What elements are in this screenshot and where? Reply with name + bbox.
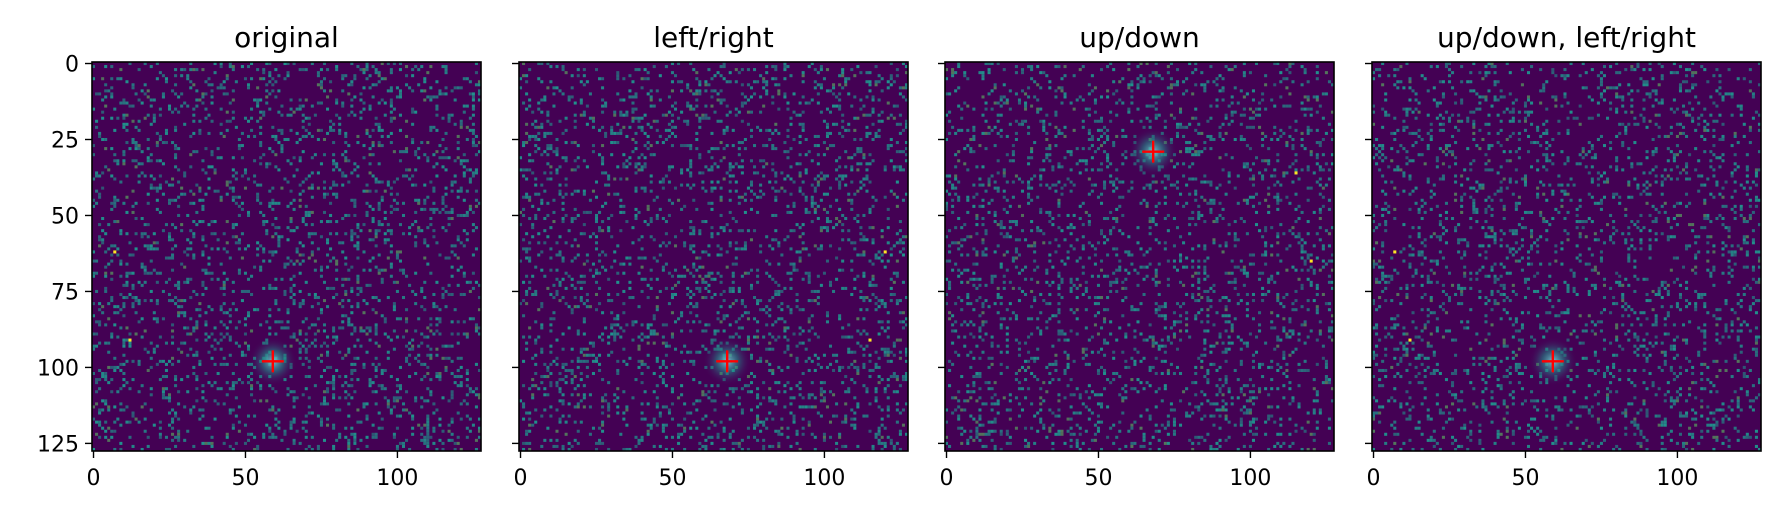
panel-4: up/down, left/right 0 50 100: [1365, 21, 1762, 491]
hot-pixel: [868, 338, 872, 342]
x-tick-label: 0: [87, 466, 101, 491]
y-tick-label: 50: [51, 204, 79, 229]
panel-title: left/right: [653, 21, 774, 54]
center-marker: [1541, 350, 1564, 373]
panel-title: up/down, left/right: [1437, 21, 1696, 54]
axes-frame: [1371, 61, 1762, 452]
image-area: [945, 62, 1334, 451]
y-tick-label: 100: [37, 356, 79, 381]
y-tick-label: 125: [37, 432, 79, 457]
x-tick-label: 0: [940, 466, 954, 491]
hot-pixel: [883, 250, 887, 254]
hot-pixel: [1309, 259, 1313, 263]
y-tick-label: 25: [51, 128, 79, 153]
panel-3: up/down 0 50 100: [938, 21, 1335, 491]
x-tick-label: 100: [1656, 466, 1698, 491]
panel-title: original: [234, 21, 339, 54]
axes-frame: [91, 61, 482, 452]
x-tick-label: 50: [1084, 466, 1112, 491]
x-tick-label: 100: [376, 466, 418, 491]
axes-frame: [518, 61, 909, 452]
center-marker: [716, 350, 739, 373]
center-marker: [261, 350, 284, 373]
x-tick-label: 0: [1367, 466, 1381, 491]
image-area: [1372, 62, 1761, 451]
x-tick-label: 50: [1511, 466, 1539, 491]
image-area: [92, 62, 481, 451]
image-area: [519, 62, 908, 451]
panel-title: up/down: [1079, 21, 1200, 54]
x-tick-label: 0: [514, 466, 528, 491]
panel-1: original 0 50 100 0 25 50 75 100 125: [37, 21, 482, 491]
image-background: [945, 62, 1334, 451]
hot-pixel: [1408, 338, 1412, 342]
y-tick-label: 0: [65, 53, 79, 78]
x-tick-label: 100: [803, 466, 845, 491]
x-tick-label: 100: [1229, 466, 1271, 491]
noise-pixels: [92, 62, 481, 451]
y-tick-label: 75: [51, 280, 79, 305]
image-background: [1372, 62, 1761, 451]
x-tick-label: 50: [231, 466, 259, 491]
panel-2: left/right 0 50 100: [512, 21, 909, 491]
hot-pixel: [128, 338, 132, 342]
noise-pixels: [519, 62, 908, 451]
hot-pixel: [1294, 171, 1298, 175]
noise-pixels: [945, 62, 1334, 451]
center-marker: [1142, 140, 1165, 163]
hot-pixel: [1393, 250, 1397, 254]
noise-pixels: [1372, 62, 1761, 451]
axes-frame: [944, 61, 1335, 452]
x-tick-label: 50: [658, 466, 686, 491]
hot-pixel: [113, 250, 117, 254]
